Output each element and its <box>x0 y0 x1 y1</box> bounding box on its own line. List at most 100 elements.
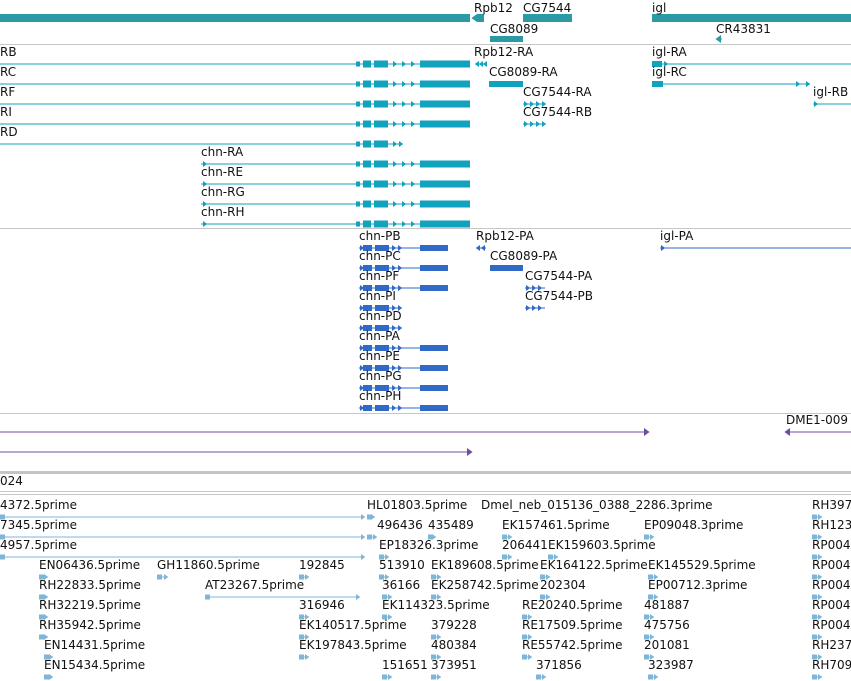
protein-feature[interactable] <box>351 240 456 256</box>
est-feature[interactable] <box>423 669 449 681</box>
gray-feature[interactable] <box>0 465 851 481</box>
est-feature[interactable] <box>494 549 520 565</box>
est-feature[interactable] <box>359 509 383 525</box>
est-feature[interactable] <box>0 509 373 525</box>
est-feature[interactable] <box>636 649 662 665</box>
est-feature[interactable] <box>804 569 830 585</box>
est-feature[interactable] <box>371 549 397 565</box>
transcript-feature[interactable] <box>0 56 478 72</box>
est-feature[interactable] <box>420 529 444 545</box>
est-feature[interactable] <box>423 589 449 605</box>
transcript-feature[interactable] <box>193 176 478 192</box>
transcript-feature[interactable] <box>193 216 478 232</box>
gene-feature-igl[interactable] <box>644 10 851 26</box>
est-feature[interactable] <box>804 649 830 665</box>
gene-feature-cg7544[interactable] <box>515 10 580 26</box>
est-feature[interactable] <box>371 569 397 585</box>
est-feature[interactable] <box>31 629 56 645</box>
protein-feature-cg7544-pa[interactable] <box>517 280 553 296</box>
est-feature[interactable] <box>149 569 176 585</box>
est-feature[interactable] <box>804 609 830 625</box>
transcript-feature[interactable] <box>0 76 478 92</box>
est-feature[interactable] <box>804 549 830 565</box>
transcript-feature-igl-rc[interactable] <box>644 76 818 92</box>
est-feature[interactable] <box>31 609 56 625</box>
est-feature[interactable] <box>640 589 666 605</box>
gene-feature-left[interactable] <box>0 10 478 26</box>
est-feature[interactable] <box>640 669 666 681</box>
est-feature[interactable] <box>532 569 558 585</box>
protein-feature[interactable] <box>351 400 456 416</box>
transcript-feature-cg7544-ra[interactable] <box>515 96 553 112</box>
purple-feature[interactable] <box>0 424 655 440</box>
est-feature[interactable] <box>36 649 61 665</box>
intron-line <box>660 247 851 249</box>
est-feature[interactable] <box>514 629 540 645</box>
transcript-feature-rpb12-ra[interactable] <box>468 56 495 72</box>
est-feature[interactable] <box>528 669 554 681</box>
purple-feature-dme1[interactable] <box>780 424 851 440</box>
est-feature[interactable] <box>374 609 400 625</box>
transcript-feature-igl-rb[interactable] <box>805 96 851 112</box>
est-feature[interactable] <box>359 529 385 545</box>
protein-feature[interactable] <box>351 340 456 356</box>
est-feature[interactable] <box>36 669 61 681</box>
transcript-feature[interactable] <box>0 96 478 112</box>
transcript-feature[interactable] <box>0 116 478 132</box>
gene-feature-cg8089[interactable] <box>482 31 531 47</box>
est-feature[interactable] <box>291 649 317 665</box>
protein-feature[interactable] <box>351 320 408 336</box>
est-feature[interactable] <box>374 669 400 681</box>
est-feature[interactable] <box>804 629 830 645</box>
est-feature[interactable] <box>532 589 558 605</box>
strand-arrow-right-icon <box>402 101 407 107</box>
gene-feature-rpb12[interactable] <box>466 10 492 26</box>
protein-feature[interactable] <box>351 300 408 316</box>
est-feature[interactable] <box>494 529 520 545</box>
purple-feature[interactable] <box>0 444 478 460</box>
transcript-feature-cg8089-ra[interactable] <box>481 76 531 92</box>
est-feature[interactable] <box>636 629 662 645</box>
transcript-feature[interactable] <box>0 136 408 152</box>
est-feature[interactable] <box>514 609 540 625</box>
est-feature[interactable] <box>291 629 317 645</box>
est-feature[interactable] <box>804 509 830 525</box>
est-feature[interactable] <box>423 629 449 645</box>
est-feature[interactable] <box>636 529 662 545</box>
est-feature[interactable] <box>636 609 662 625</box>
strand-arrow-right-icon <box>818 554 823 560</box>
transcript-feature[interactable] <box>193 156 478 172</box>
protein-feature[interactable] <box>351 260 456 276</box>
protein-feature-cg8089-pa[interactable] <box>482 260 531 276</box>
est-feature[interactable] <box>540 549 566 565</box>
est-feature[interactable] <box>640 569 666 585</box>
est-feature[interactable] <box>197 589 368 605</box>
est-feature[interactable] <box>0 529 373 545</box>
est-feature[interactable] <box>291 569 317 585</box>
transcript-label: RB <box>0 45 17 59</box>
protein-feature[interactable] <box>351 360 456 376</box>
protein-feature-cg7544-pb[interactable] <box>517 300 553 316</box>
est-feature[interactable] <box>31 569 56 585</box>
exon-block <box>44 654 49 660</box>
protein-feature[interactable] <box>351 280 456 296</box>
exon-block <box>299 634 304 640</box>
est-feature[interactable] <box>31 589 56 605</box>
est-feature[interactable] <box>423 569 449 585</box>
protein-feature[interactable] <box>351 380 456 396</box>
transcript-feature-cg7544-rb[interactable] <box>515 116 553 132</box>
est-feature[interactable] <box>514 649 540 665</box>
gene-feature-cr43831[interactable] <box>708 31 730 47</box>
transcript-feature-igl-ra[interactable] <box>644 56 851 72</box>
protein-feature-igl-pa[interactable] <box>652 240 851 256</box>
est-feature[interactable] <box>804 589 830 605</box>
est-feature[interactable] <box>0 549 373 565</box>
est-feature[interactable] <box>804 669 830 681</box>
est-feature[interactable] <box>423 649 449 665</box>
transcript-feature[interactable] <box>193 196 478 212</box>
est-feature[interactable] <box>291 609 317 625</box>
est-feature[interactable] <box>804 529 830 545</box>
est-feature[interactable] <box>374 589 400 605</box>
strand-arrow-right-icon <box>360 405 365 411</box>
protein-feature-rpb12-pa[interactable] <box>468 240 494 256</box>
